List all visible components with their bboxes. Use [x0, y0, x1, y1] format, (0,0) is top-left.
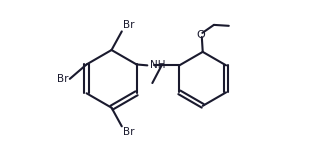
Text: NH: NH: [149, 60, 165, 70]
Text: Br: Br: [123, 20, 134, 30]
Text: Br: Br: [123, 127, 134, 137]
Text: O: O: [197, 30, 205, 40]
Text: Br: Br: [57, 74, 69, 84]
